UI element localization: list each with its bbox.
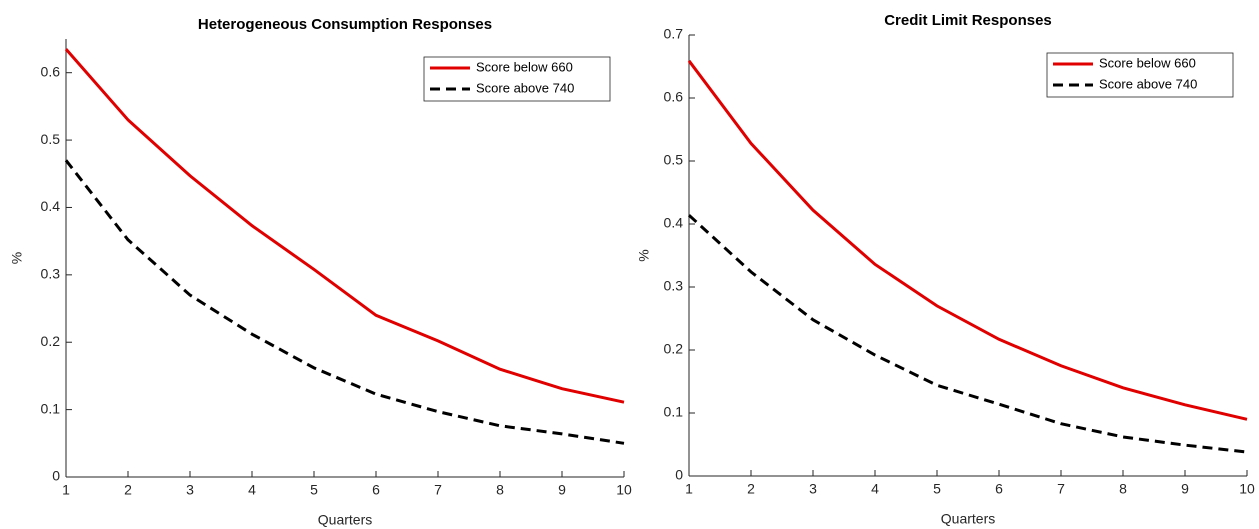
y-tick-label: 0	[52, 468, 60, 484]
x-tick-label: 4	[871, 481, 879, 497]
x-tick-label: 1	[62, 482, 70, 498]
y-tick-label: 0.4	[664, 215, 684, 231]
axes: 0 0.1 0.2 0.3 0.4 0.5 0.6 0.7 1 2 3 4 5 6 7 8 9 10 Credit …	[636, 12, 1255, 527]
legend-box	[1046, 52, 1234, 98]
x-tick-label: 10	[1239, 481, 1255, 497]
y-tick-label: 0.7	[664, 26, 684, 42]
chart-title: Credit Limit Responses	[884, 12, 1052, 29]
x-tick-label: 7	[1057, 481, 1065, 497]
x-tick-label: 2	[747, 481, 755, 497]
y-tick-label: 0	[675, 467, 683, 483]
data-line	[687, 214, 1248, 454]
axes: 0 0.1 0.2 0.3 0.4 0.5 0.6 1 2 3 4 5 6 7 8 9 10 Heterogene…	[9, 16, 632, 528]
y-tick-label: 0.4	[41, 198, 61, 214]
y-tick-label: 0.5	[664, 152, 684, 168]
y-tick-label: 0.1	[41, 400, 61, 416]
x-tick-label: 8	[1119, 481, 1127, 497]
data-line	[687, 59, 1248, 421]
y-tick-label: 0.6	[41, 63, 61, 79]
x-axis-label: Quarters	[941, 511, 995, 527]
y-tick-label: 0.3	[41, 266, 61, 282]
x-tick-label: 2	[124, 482, 132, 498]
x-tick-label: 6	[995, 481, 1003, 497]
legend: Score below 660 Score above 740	[423, 56, 611, 102]
x-tick-label: 3	[809, 481, 817, 497]
y-tick-label: 0.1	[664, 404, 684, 420]
x-tick-label: 5	[310, 482, 318, 498]
x-axis-label: Quarters	[318, 512, 372, 528]
x-tick-label: 10	[616, 482, 632, 498]
x-tick-label: 9	[1181, 481, 1189, 497]
x-tick-label: 1	[685, 481, 693, 497]
legend-box	[423, 56, 611, 102]
x-tick-label: 3	[186, 482, 194, 498]
x-tick-label: 8	[496, 482, 504, 498]
legend-label: Score above 740	[476, 80, 574, 95]
y-axis-label: %	[9, 252, 25, 264]
legend-label: Score below 660	[1099, 55, 1196, 70]
chart-title: Heterogeneous Consumption Responses	[198, 16, 492, 33]
y-tick-label: 0.6	[664, 89, 684, 105]
data-line	[64, 159, 625, 445]
x-tick-label: 5	[933, 481, 941, 497]
y-tick-label: 0.2	[41, 333, 61, 349]
y-tick-label: 0.2	[664, 341, 684, 357]
legend-label: Score above 740	[1099, 76, 1197, 91]
y-axis-label: %	[636, 249, 652, 261]
x-tick-label: 9	[558, 482, 566, 498]
legend-label: Score below 660	[476, 59, 573, 74]
y-tick-label: 0.5	[41, 131, 61, 147]
y-tick-label: 0.3	[664, 278, 684, 294]
x-tick-label: 6	[372, 482, 380, 498]
data-line	[64, 48, 625, 404]
x-tick-label: 4	[248, 482, 256, 498]
legend: Score below 660 Score above 740	[1046, 52, 1234, 98]
x-tick-label: 7	[434, 482, 442, 498]
